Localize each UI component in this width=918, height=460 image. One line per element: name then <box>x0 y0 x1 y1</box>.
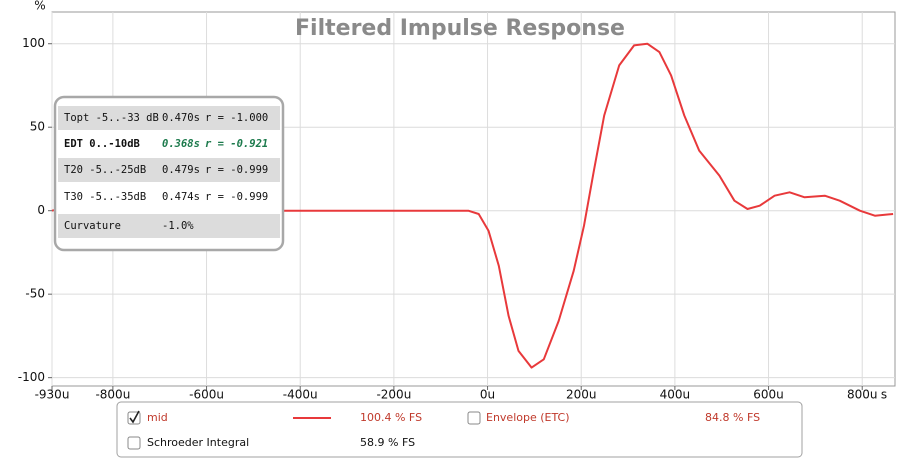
stats-cell: Topt -5..-33 dB <box>64 112 159 124</box>
stats-cell: 0.470s <box>162 112 200 124</box>
x-tick-label: -600u <box>189 388 224 402</box>
y-tick-label: 100 <box>22 36 45 50</box>
stats-box: Topt -5..-33 dB 0.470s r = -1.000 EDT 0..-1… <box>53 95 285 252</box>
stats-row <box>58 214 280 238</box>
stats-cell: Curvature <box>64 220 121 232</box>
stats-row <box>58 132 280 156</box>
x-tick-label: -400u <box>283 388 318 402</box>
stats-cell: r = -1.000 <box>205 112 268 124</box>
y-tick-label: 0 <box>37 203 45 217</box>
x-tick-label: 200u <box>566 388 597 402</box>
x-tick-label: 0u <box>480 388 495 402</box>
stats-cell: T20 -5..-25dB <box>64 164 146 176</box>
stats-cell: EDT 0..-10dB <box>64 138 140 150</box>
checkbox[interactable] <box>127 436 141 450</box>
stats-row <box>58 106 280 130</box>
checkmark <box>129 410 140 424</box>
x-tick-label: -200u <box>376 388 411 402</box>
legend-level: 58.9 % FS <box>360 436 415 449</box>
legend-label: Envelope (ETC) <box>486 411 570 424</box>
legend-label: Schroeder Integral <box>147 436 249 449</box>
x-tick-label: 800u <box>847 388 878 402</box>
y-tick-label: 50 <box>30 120 45 134</box>
x-tick-label: 600u <box>753 388 784 402</box>
series-line <box>51 42 894 369</box>
legend-frame <box>116 401 803 458</box>
stats-row <box>58 158 280 182</box>
x-tick-label: -800u <box>95 388 130 402</box>
legend-level: 100.4 % FS <box>360 411 422 424</box>
x-tick-label: -930u <box>35 388 70 402</box>
stats-cell: -1.0% <box>162 220 194 232</box>
stats-cell: r = -0.999 <box>205 191 268 203</box>
checkbox[interactable] <box>467 411 481 425</box>
x-tick-label: 400u <box>660 388 691 402</box>
stats-row <box>58 185 280 209</box>
stats-cell: r = -0.921 <box>205 138 268 150</box>
y-axis-label: % <box>34 0 45 13</box>
stats-cell: r = -0.999 <box>205 164 268 176</box>
legend-label: mid <box>147 411 168 424</box>
y-tick-label: -50 <box>25 287 45 301</box>
stats-cell: 0.474s <box>162 191 200 203</box>
stats-cell: T30 -5..-35dB <box>64 191 146 203</box>
legend: mid 100.4 % FS Envelope (ETC) 84.8 % FS Schr… <box>127 410 760 450</box>
legend-level: 84.8 % FS <box>705 411 760 424</box>
lines <box>51 42 894 369</box>
stats-cell: 0.479s <box>162 164 200 176</box>
chart-title: Filtered Impulse Response <box>295 16 625 41</box>
stats-cell: 0.368s <box>162 138 200 150</box>
y-tick-label: -100 <box>18 370 45 384</box>
x-axis-label: s <box>881 388 887 402</box>
